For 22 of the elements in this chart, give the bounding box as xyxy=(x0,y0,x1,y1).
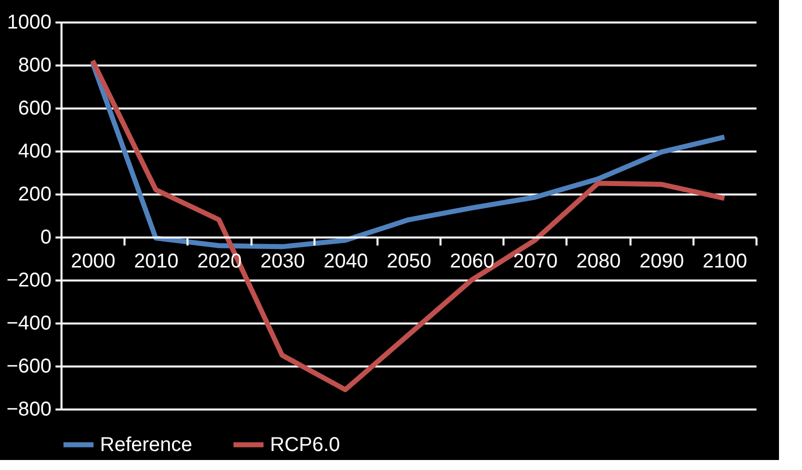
y-tick-label: −200 xyxy=(6,270,52,292)
x-tick-label: 2070 xyxy=(513,250,558,272)
legend-label: RCP6.0 xyxy=(270,434,340,456)
x-tick-label: 2060 xyxy=(450,250,494,272)
y-tick-label: 0 xyxy=(40,226,52,248)
x-tick-label: 2090 xyxy=(639,250,684,272)
legend-label: Reference xyxy=(100,434,192,456)
x-tick-label: 2100 xyxy=(702,250,748,272)
y-tick-label: −400 xyxy=(6,312,52,334)
y-tick-label: 1000 xyxy=(7,12,52,34)
x-tick-label: 2010 xyxy=(134,250,179,272)
x-tick-label: 2080 xyxy=(576,250,621,272)
x-tick-label: 2030 xyxy=(260,250,305,272)
y-tick-label: 800 xyxy=(18,54,52,76)
y-tick-label: 600 xyxy=(18,98,52,120)
y-tick-label: −800 xyxy=(6,398,52,420)
y-tick-label: −600 xyxy=(6,356,52,378)
y-tick-label: 200 xyxy=(18,184,52,206)
x-tick-label: 2050 xyxy=(386,250,432,272)
x-tick-label: 2000 xyxy=(70,250,116,272)
y-tick-label: 400 xyxy=(18,140,52,162)
x-tick-label: 2040 xyxy=(324,250,368,272)
